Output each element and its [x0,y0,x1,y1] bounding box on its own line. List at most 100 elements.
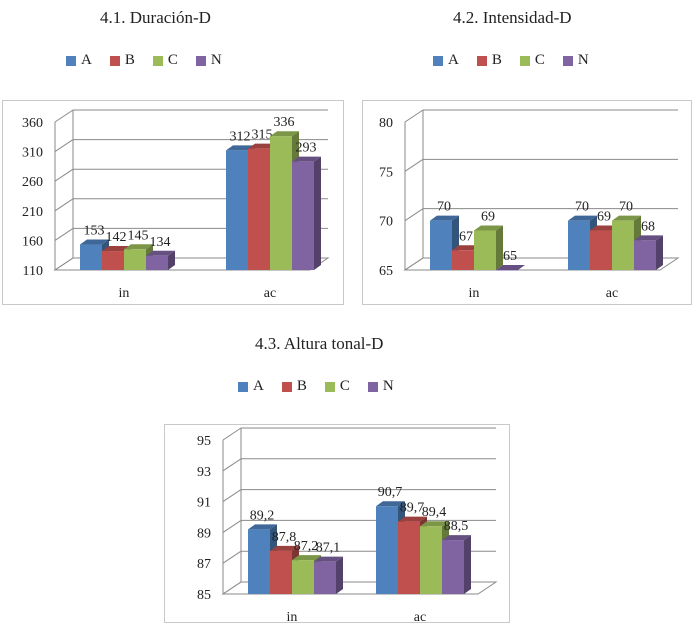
y-tick-label: 89 [197,526,211,541]
chart-2-plot: 65 70 75 80 70 67 69 65 in 70 69 70 68 ac [379,109,680,301]
data-label: 89,2 [250,508,275,523]
data-label: 293 [296,141,317,156]
swatch-b [281,381,292,392]
data-label: 336 [274,115,295,130]
chart-1-frame [2,100,344,305]
gridline-depth [54,139,74,153]
x-tick-label: in [469,286,480,301]
legend-label-c: C [534,52,545,68]
bar-top [226,145,255,151]
bar-top [612,215,641,221]
gridline-depth [222,427,242,441]
legend-label-b: B [491,52,502,68]
legend-label-b: B [124,52,135,68]
gridline-depth [404,109,424,123]
data-label: 87,8 [272,530,297,545]
bar-a-in [248,529,270,594]
bar-top [590,225,619,231]
bar-top [270,131,299,137]
swatch-b [109,55,120,66]
bar-top [474,225,503,231]
bar-top [452,245,481,251]
chart-3-legend: A B C N [238,378,412,395]
bar-c-ac [420,526,442,594]
bar-b-ac [248,148,270,270]
gridline-depth [54,198,74,212]
data-label: 67 [459,229,473,244]
gridline-depth [404,158,424,172]
bar-a-ac [568,220,590,270]
y-tick-label: 65 [379,264,393,279]
gridline-depth [222,519,242,533]
bar-top [270,545,299,551]
bar-top [80,239,109,245]
legend-item-n: N [195,52,222,69]
bar-a-ac [376,506,398,594]
legend-label-c: C [167,52,178,68]
bar-c-ac [270,136,292,270]
bar-side [336,556,343,594]
bar-n-ac [442,540,464,594]
swatch-a [238,381,248,392]
bar-b-in [102,251,124,270]
y-tick-label: 70 [379,215,393,230]
legend-item-c: C [152,52,178,69]
x-tick-label: ac [414,610,426,625]
y-tick-label: 110 [23,264,43,279]
bar-c-ac [612,220,634,270]
data-label: 87,2 [294,539,319,554]
chart-2-legend: A B C N [433,52,607,69]
legend-item-n: N [562,52,589,69]
bar-top [634,235,663,241]
bar-top [496,265,525,270]
swatch-a [66,55,76,66]
chart-3-plot: 85 87 89 91 93 95 89,2 87,887,287,1 in 90,789,789… [197,427,498,625]
data-label: 68 [641,219,655,234]
legend-item-a: A [433,52,459,69]
bar-side [168,250,175,270]
data-label: 65 [503,249,517,264]
bar-b-in [452,250,474,270]
swatch-c [324,381,335,392]
y-tick-label: 85 [197,588,211,603]
bar-side [656,235,663,270]
gridline-depth [222,489,242,503]
legend-label-a: A [448,52,459,68]
bar-top [292,156,321,162]
gridline-depth [54,109,74,123]
chart-1-legend: A B C N [66,52,240,69]
bar-n-in [146,255,168,270]
bar-n-in [314,561,336,594]
bar-top [568,215,597,221]
legend-label-n: N [382,378,394,394]
legend-label-a: A [81,52,92,68]
legend-item-b: B [109,52,135,69]
bar-n-ac [292,161,314,270]
bar-b-ac [590,230,612,270]
bar-top [124,244,153,250]
data-label: 87,1 [316,541,341,556]
legend-item-c: C [519,52,545,69]
data-label: 142 [106,230,127,245]
bar-a-in [80,244,102,270]
bar-b-ac [398,521,420,594]
bar-a-in [430,220,452,270]
legend-label-n: N [577,52,589,68]
x-tick-label: ac [264,286,276,301]
x-tick-label: in [119,286,130,301]
legend-item-b: B [281,378,307,395]
bar-n-ac [634,240,656,270]
y-tick-label: 310 [22,146,43,161]
chart-1-title: 4.1. Duración-D [100,8,211,27]
data-label: 88,5 [444,519,469,534]
legend-item-a: A [238,378,264,395]
bar-c-in [124,249,146,270]
legend-label-c: C [339,378,350,394]
bar-top [292,555,321,561]
y-tick-label: 260 [22,175,43,190]
swatch-n [367,381,378,392]
bar-side [314,156,321,270]
gridline-depth [54,168,74,182]
bar-side [464,535,471,594]
